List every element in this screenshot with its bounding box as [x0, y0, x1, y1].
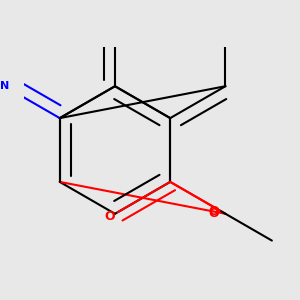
Text: O: O [104, 210, 115, 223]
Text: O: O [208, 207, 219, 220]
Text: O: O [208, 205, 219, 218]
Text: N: N [0, 81, 9, 91]
